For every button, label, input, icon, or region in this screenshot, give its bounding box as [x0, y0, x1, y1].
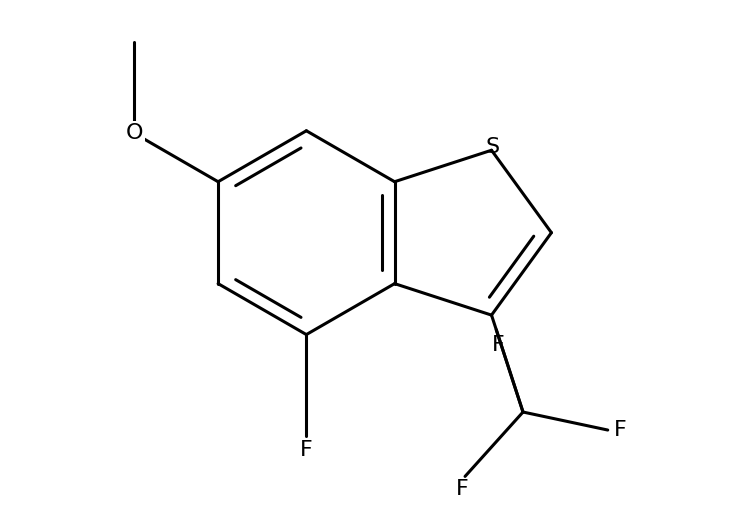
Text: F: F: [456, 479, 469, 499]
Text: F: F: [492, 335, 505, 354]
Text: F: F: [614, 420, 626, 440]
Text: F: F: [300, 440, 312, 460]
Text: S: S: [486, 137, 500, 156]
Text: O: O: [125, 123, 143, 143]
